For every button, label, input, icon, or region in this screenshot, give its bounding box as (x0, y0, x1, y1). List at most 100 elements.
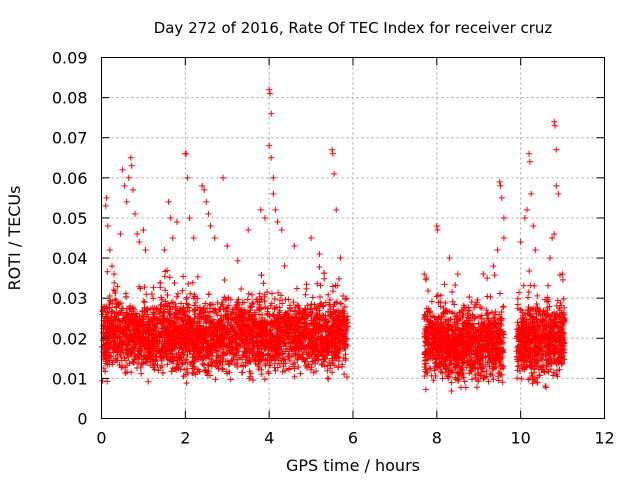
data-point (275, 289, 282, 296)
data-point (168, 299, 175, 306)
data-point (272, 367, 279, 374)
data-point (313, 306, 320, 313)
data-point (99, 377, 106, 384)
data-point (271, 305, 278, 312)
data-point (290, 299, 297, 306)
data-point (140, 298, 147, 305)
data-point (114, 283, 121, 290)
data-point (139, 311, 146, 318)
data-point (258, 366, 265, 373)
data-point (469, 376, 476, 383)
data-point (451, 301, 458, 308)
data-point (217, 352, 224, 359)
data-point (281, 262, 288, 269)
data-point (276, 297, 283, 304)
data-point (268, 290, 275, 297)
data-point (317, 282, 324, 289)
data-point (104, 268, 111, 275)
data-point (117, 299, 124, 306)
data-point (471, 304, 478, 311)
data-point (220, 355, 227, 362)
data-point (224, 370, 231, 377)
data-point (325, 375, 332, 382)
data-point (321, 270, 328, 277)
data-point (226, 369, 233, 376)
data-point (164, 361, 171, 368)
data-point (545, 282, 552, 289)
data-point (246, 358, 253, 365)
data-point (287, 307, 294, 314)
data-point (221, 277, 228, 284)
data-point (220, 366, 227, 373)
data-point (261, 376, 268, 383)
data-point (321, 363, 328, 370)
data-point (286, 305, 293, 312)
data-point (189, 354, 196, 361)
data-point (214, 299, 221, 306)
data-point (321, 356, 328, 363)
data-point (126, 304, 133, 311)
data-point (258, 272, 265, 279)
data-point (209, 360, 216, 367)
data-point (206, 301, 213, 308)
data-point (183, 294, 190, 301)
data-point (248, 291, 255, 298)
data-point (325, 291, 332, 298)
data-point (134, 365, 141, 372)
data-point (172, 303, 179, 310)
data-point (154, 361, 161, 368)
data-point (208, 356, 215, 363)
data-point (175, 290, 182, 297)
data-point (439, 369, 446, 376)
data-point (110, 287, 117, 294)
data-point (332, 282, 339, 289)
data-point (228, 321, 235, 328)
data-point (218, 312, 225, 319)
data-point (265, 370, 272, 377)
data-point (195, 366, 202, 373)
data-point (291, 360, 298, 367)
data-point (245, 329, 252, 336)
data-point (327, 361, 334, 368)
data-point (179, 360, 186, 367)
data-point (182, 359, 189, 366)
data-point (329, 369, 336, 376)
data-point (294, 302, 301, 309)
data-point (473, 384, 480, 391)
data-point (279, 300, 286, 307)
data-point (265, 368, 272, 375)
data-point (232, 304, 239, 311)
data-point (249, 377, 256, 384)
data-point (141, 347, 148, 354)
data-point (341, 371, 348, 378)
data-point (285, 296, 292, 303)
data-point (560, 295, 567, 302)
data-point (183, 365, 190, 372)
data-point (151, 366, 158, 373)
data-point (171, 280, 178, 287)
data-point (336, 275, 343, 282)
data-point (122, 364, 129, 371)
data-point (332, 299, 339, 306)
data-point (300, 344, 307, 351)
data-point (102, 368, 109, 375)
data-point (542, 383, 549, 390)
data-point (448, 387, 455, 394)
data-point (428, 298, 435, 305)
data-point (266, 362, 273, 369)
data-point (150, 295, 157, 302)
data-point (164, 291, 171, 298)
data-point (194, 273, 201, 280)
data-point (276, 307, 283, 314)
data-point (256, 290, 263, 297)
data-point (425, 287, 432, 294)
data-point (441, 281, 448, 288)
data-point (114, 301, 121, 308)
data-point (308, 301, 315, 308)
data-point (131, 359, 138, 366)
data-point (183, 379, 190, 386)
data-point (313, 368, 320, 375)
data-point (264, 288, 271, 295)
data-point (449, 288, 456, 295)
data-point (141, 284, 148, 291)
